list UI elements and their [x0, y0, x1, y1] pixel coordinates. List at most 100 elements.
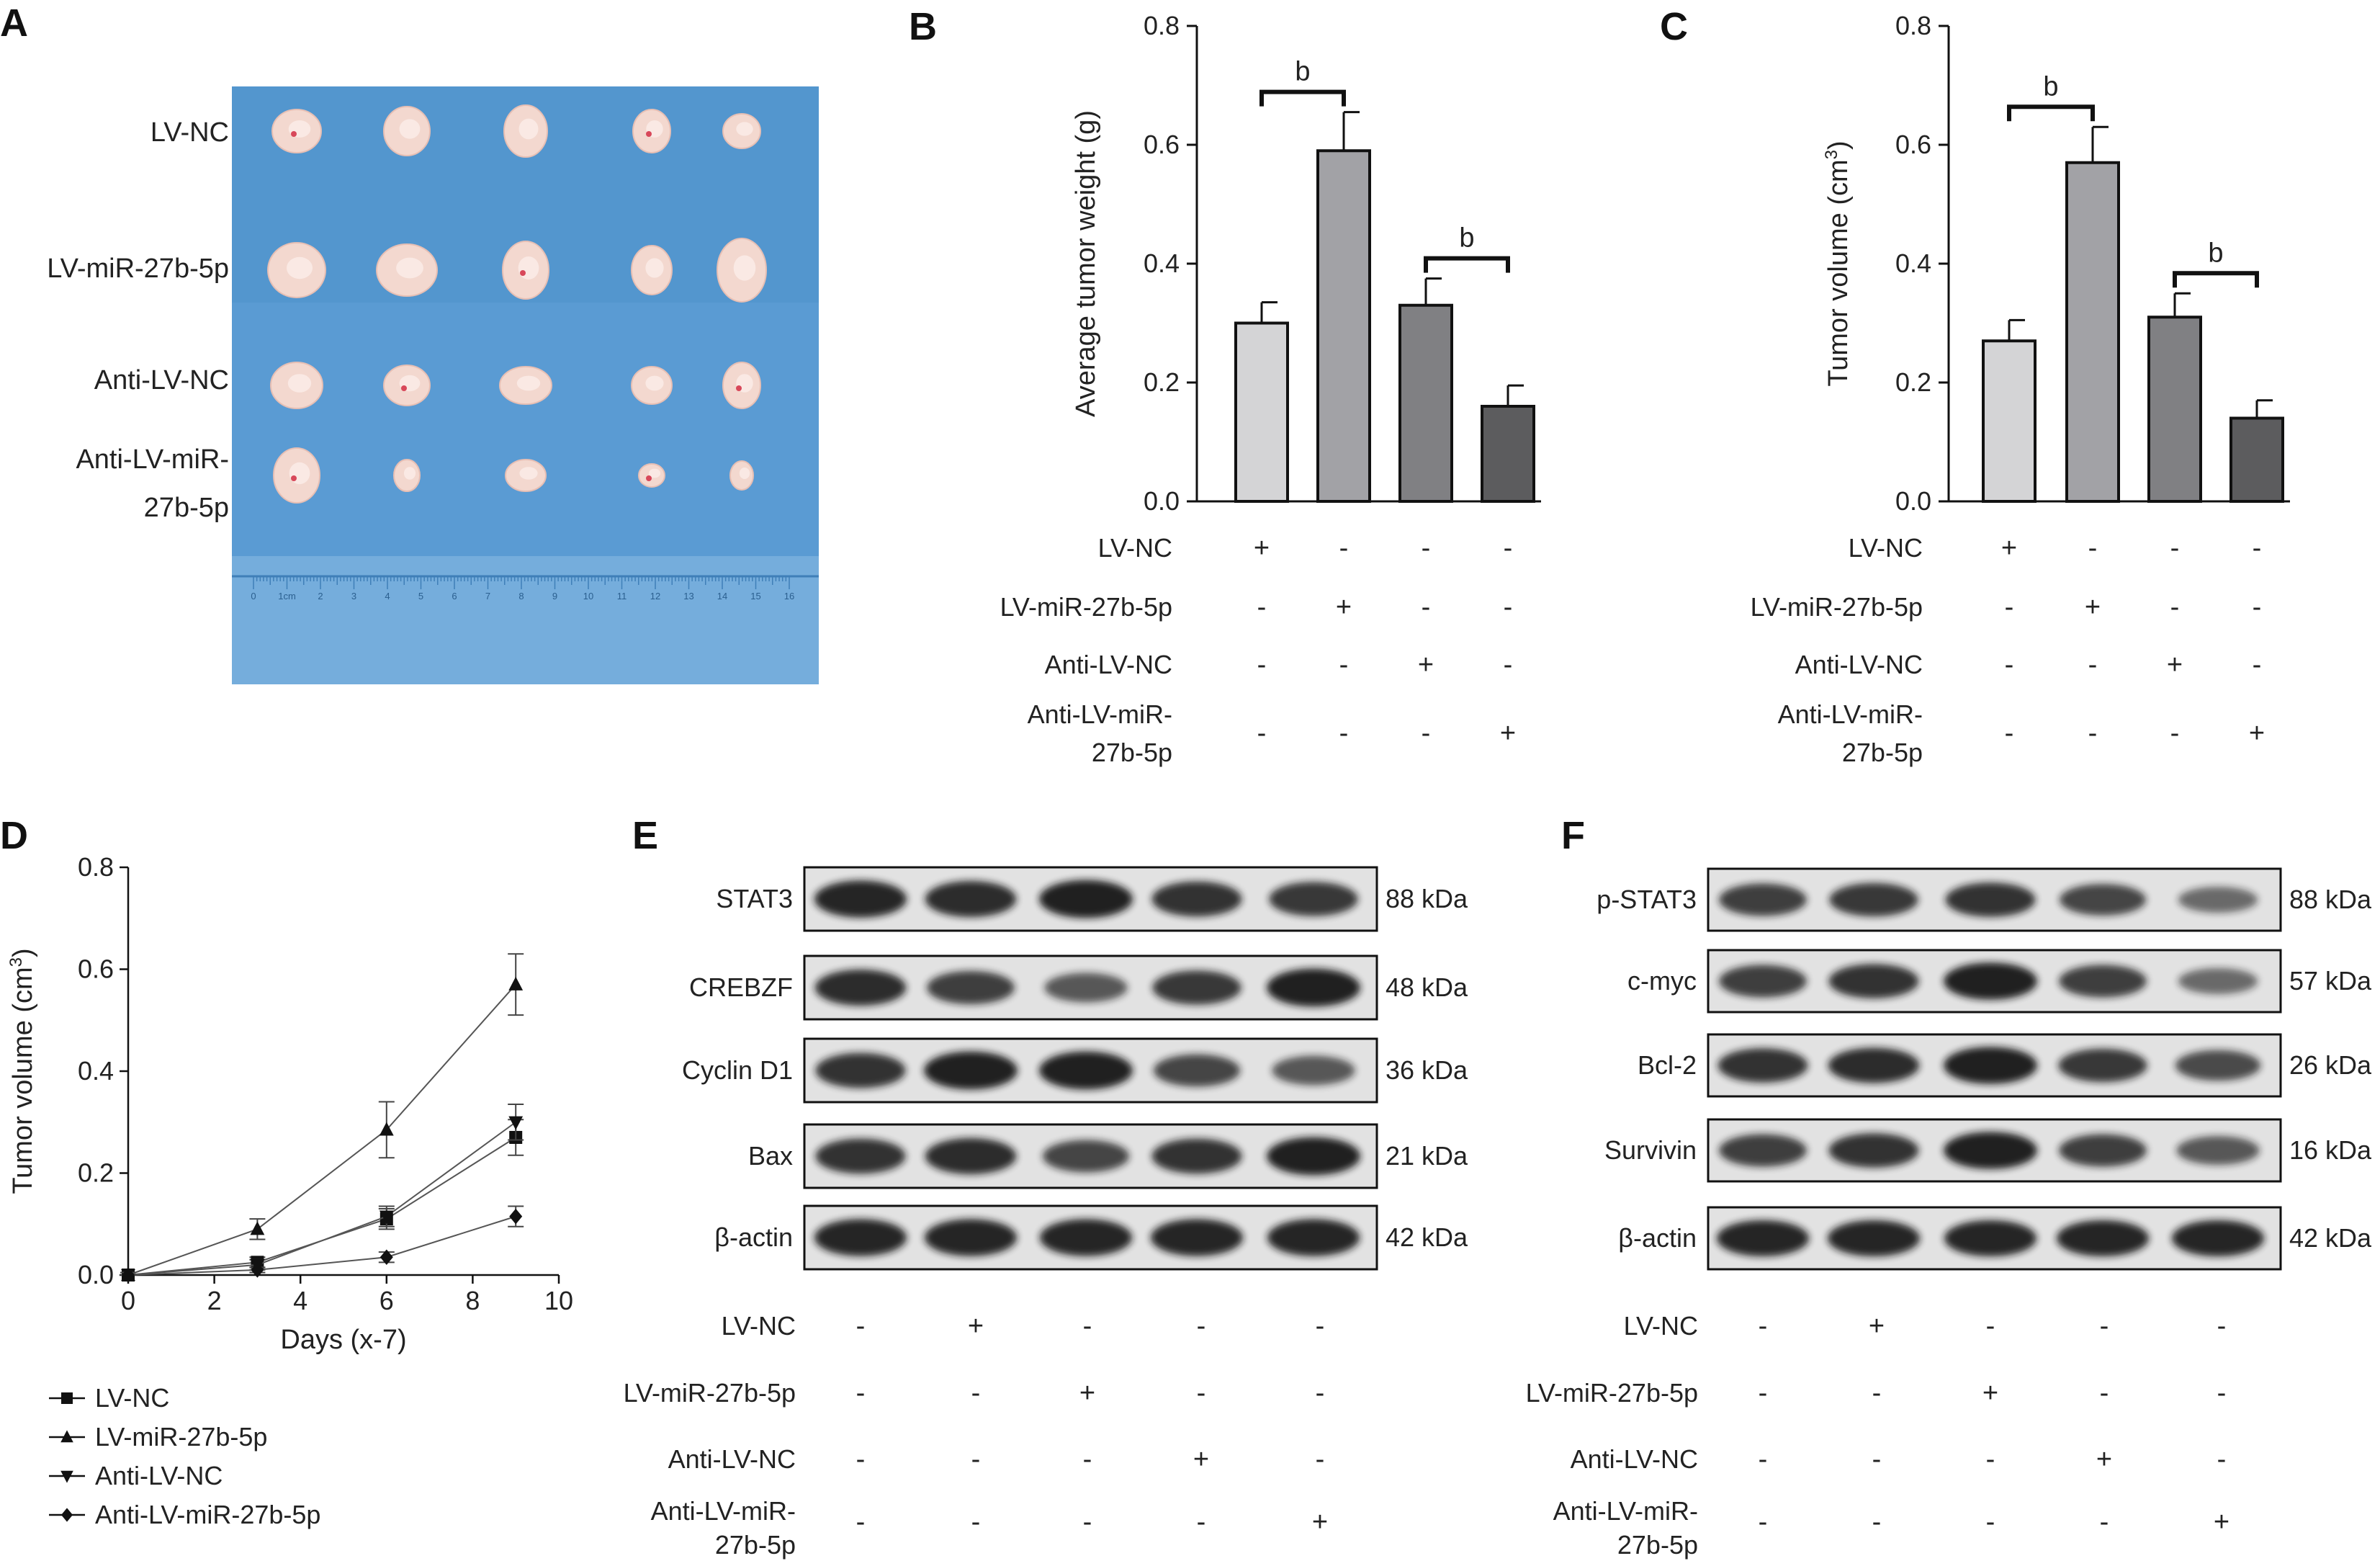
blot-e-design-matrix: LV-NC LV-miR-27b-5p Anti-LV-NC Anti-LV-m… — [624, 1311, 1329, 1560]
sign-minus: - — [1083, 1311, 1092, 1341]
chart-c-tumor-volume: 0.0 0.2 0.4 0.6 0.8 Tumor volume (cm3) b b — [1822, 11, 2290, 516]
significance-label: b — [2043, 71, 2058, 102]
sign-minus: - — [2217, 1311, 2227, 1341]
bar-lv-nc — [1982, 339, 2037, 503]
band-survivin — [2176, 1136, 2260, 1165]
blot-e-label-anti-lv-mir-2: 27b-5p — [715, 1530, 796, 1560]
ruler-number: 8 — [518, 591, 524, 601]
chart-d-legend: LV-NC LV-miR-27b-5p Anti-LV-NC Anti-LV-miR-… — [49, 1383, 320, 1529]
band-c-myc — [1944, 962, 2037, 1000]
tumor-highlight — [287, 256, 313, 279]
x-tick-label: 10 — [544, 1286, 573, 1315]
protein-label-crebzf: CREBZF — [689, 972, 793, 1002]
kda-label-actin: 42 kDa — [1386, 1222, 1468, 1252]
sign-minus: - — [1504, 533, 1513, 563]
kda-label-survivin: 16 kDa — [2289, 1135, 2372, 1165]
blot-f-design-matrix: LV-NC LV-miR-27b-5p Anti-LV-NC Anti-LV-m… — [1526, 1311, 2230, 1560]
matrix-c-label-anti-lv-mir-1: Anti-LV-miR- — [1778, 699, 1923, 729]
sign-minus: - — [2170, 718, 2180, 748]
sign-minus: - — [1316, 1378, 1325, 1408]
sign-minus: - — [2005, 650, 2014, 680]
significance-bracket — [2007, 104, 2095, 122]
sign-minus: - — [2088, 650, 2098, 680]
band-survivin — [2059, 1134, 2147, 1167]
tumor-highlight — [648, 468, 661, 478]
matrix-c-label-anti-lv-nc: Anti-LV-NC — [1795, 650, 1923, 679]
series-line-lv-mir-27b-5p — [127, 984, 516, 1276]
ruler-number: 7 — [485, 591, 490, 601]
design-matrix-c: LV-NC LV-miR-27b-5p Anti-LV-NC Anti-LV-m… — [1751, 533, 2266, 767]
tumor-red-spot — [291, 475, 297, 481]
panel-letter-a: A — [0, 1, 28, 45]
sign-plus: + — [2249, 718, 2265, 748]
y-tick-label: 0.8 — [78, 852, 114, 882]
band-actin — [1716, 1220, 1810, 1257]
sign-minus: - — [2253, 650, 2262, 680]
sign-plus: + — [2096, 1444, 2112, 1475]
significance-label: b — [1295, 57, 1310, 87]
protein-label-stat3: STAT3 — [716, 884, 793, 913]
sign-minus: - — [1422, 592, 1431, 622]
ruler-number: 5 — [418, 591, 423, 601]
band-stat3 — [814, 880, 907, 918]
x-tick-label: 6 — [380, 1286, 394, 1315]
sign-plus: + — [2214, 1507, 2229, 1537]
ruler-ticks — [253, 576, 790, 589]
band-bcl-2 — [1828, 1047, 1920, 1083]
tumor-highlight — [287, 374, 312, 393]
ruler-number: 1cm — [278, 591, 296, 601]
sign-plus: + — [2085, 592, 2101, 622]
band-c-myc — [1828, 964, 1919, 998]
sign-minus: - — [1872, 1444, 1882, 1475]
sign-minus: - — [1759, 1444, 1768, 1475]
band-actin — [2056, 1220, 2150, 1257]
band-c-myc — [2178, 967, 2258, 995]
sign-minus: - — [2100, 1311, 2109, 1341]
sign-minus: - — [856, 1378, 866, 1408]
blot-f-label-anti-lv-mir-2: 27b-5p — [1617, 1530, 1698, 1560]
matrix-b-label-anti-lv-nc: Anti-LV-NC — [1045, 650, 1172, 679]
series-line-anti-lv-mir-27b-5p — [127, 1215, 516, 1276]
sign-minus: - — [1422, 533, 1431, 563]
tumor-red-spot — [646, 131, 652, 137]
data-point-lv-mir-27b-5p — [508, 976, 524, 990]
tumor-highlight — [645, 258, 664, 278]
blot-e-signs: - + - - - - - + - - - - - + - - - - - + — [856, 1311, 1328, 1537]
sign-minus: - — [2100, 1378, 2109, 1408]
band-actin — [1827, 1220, 1921, 1257]
kda-label-c-myc: 57 kDa — [2289, 966, 2372, 996]
band-cyclin-d1 — [1272, 1055, 1355, 1086]
sign-minus: - — [2005, 718, 2014, 748]
band-stat3 — [1269, 882, 1358, 916]
y-tick-label: 0.0 — [1895, 486, 1931, 516]
significance-bracket — [2173, 271, 2259, 288]
band-c-myc — [1719, 965, 1807, 998]
tumor-samples — [267, 104, 767, 504]
sign-plus: + — [1336, 592, 1352, 622]
legend-marker-lv-mir-27b-5p — [60, 1430, 73, 1443]
data-point-anti-lv-mir-27b-5p — [122, 1267, 135, 1283]
chart-b-average-tumor-weight: 0.0 0.2 0.4 0.6 0.8 Average tumor weight (g) b… — [1071, 11, 1541, 516]
sign-minus: - — [856, 1507, 866, 1537]
band-cyclin-d1 — [924, 1051, 1018, 1090]
tumor-highlight — [396, 257, 423, 279]
kda-label-bax: 21 kDa — [1386, 1141, 1468, 1171]
panel-letter-e: E — [632, 814, 658, 857]
kda-label-p-stat3: 88 kDa — [2289, 885, 2372, 914]
matrix-c-signs: + - - - - + - - - - + - - - - + — [2001, 533, 2265, 748]
sign-plus: + — [1982, 1378, 1998, 1408]
data-point-anti-lv-nc — [379, 1210, 394, 1225]
band-bax — [1267, 1137, 1360, 1176]
data-point-anti-lv-mir-27b-5p — [251, 1262, 264, 1278]
y-tick-label: 0.2 — [1144, 367, 1180, 397]
blot-f-label-anti-lv-nc: Anti-LV-NC — [1571, 1444, 1698, 1474]
band-cyclin-d1 — [1153, 1054, 1241, 1087]
band-bax — [925, 1137, 1017, 1175]
sign-minus: - — [2253, 592, 2262, 622]
photo-row-label-anti-lv-nc: Anti-LV-NC — [94, 365, 229, 395]
photo-row-label-lv-mir: LV-miR-27b-5p — [47, 254, 229, 284]
ruler-number: 13 — [683, 591, 693, 601]
matrix-c-label-anti-lv-mir-2: 27b-5p — [1842, 738, 1923, 767]
legend-marker-lv-nc — [61, 1392, 73, 1404]
